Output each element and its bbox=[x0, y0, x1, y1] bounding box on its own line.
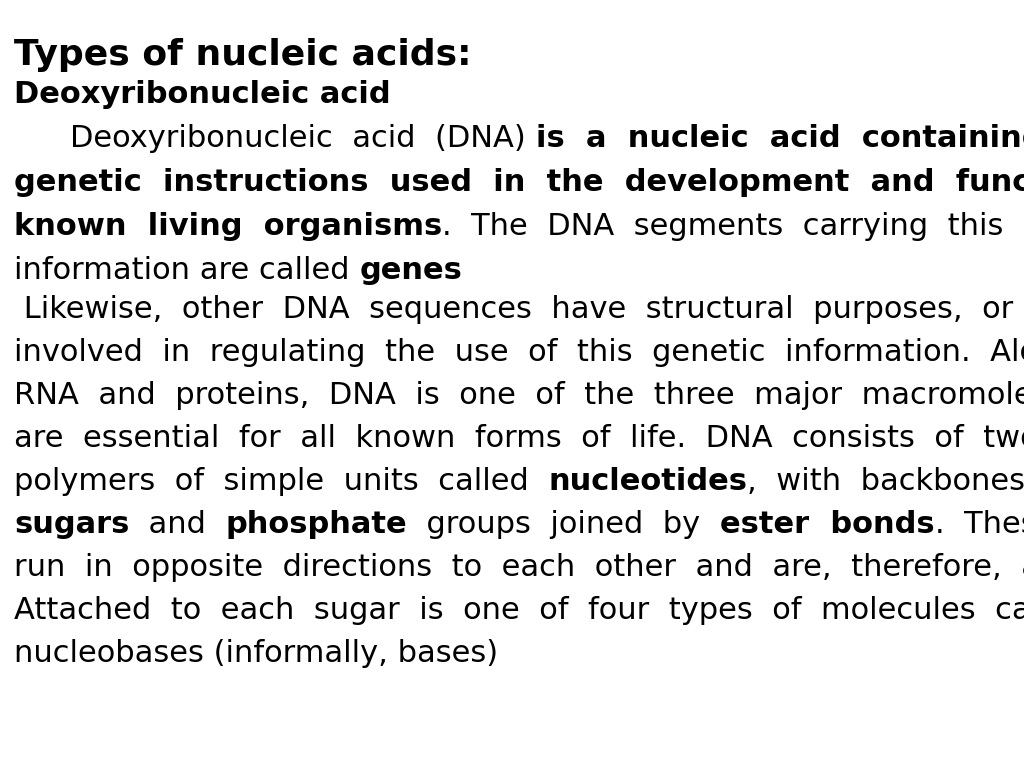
Text: is  a  nucleic  acid  containing  the: is a nucleic acid containing the bbox=[536, 124, 1024, 153]
Text: genetic  instructions  used  in  the  development  and  functioning  of  all: genetic instructions used in the develop… bbox=[14, 168, 1024, 197]
Text: run  in  opposite  directions  to  each  other  and  are,  therefore,  anti-para: run in opposite directions to each other… bbox=[14, 553, 1024, 582]
Text: RNA  and  proteins,  DNA  is  one  of  the  three  major  macromolecules  that: RNA and proteins, DNA is one of the thre… bbox=[14, 381, 1024, 410]
Text: nucleobases (informally, bases): nucleobases (informally, bases) bbox=[14, 639, 498, 668]
Text: ester  bonds: ester bonds bbox=[720, 510, 935, 539]
Text: genes: genes bbox=[359, 256, 462, 285]
Text: sugars: sugars bbox=[14, 510, 129, 539]
Text: Deoxyribonucleic  acid  (DNA): Deoxyribonucleic acid (DNA) bbox=[70, 124, 536, 153]
Text: .  The  DNA  segments  carrying  this  genetic: . The DNA segments carrying this genetic bbox=[442, 212, 1024, 241]
Text: information are called: information are called bbox=[14, 256, 359, 285]
Text: polymers  of  simple  units  called: polymers of simple units called bbox=[14, 467, 548, 496]
Text: nucleotides: nucleotides bbox=[548, 467, 748, 496]
Text: are  essential  for  all  known  forms  of  life.  DNA  consists  of  two  long: are essential for all known forms of lif… bbox=[14, 424, 1024, 453]
Text: and: and bbox=[129, 510, 225, 539]
Text: phosphate: phosphate bbox=[225, 510, 408, 539]
Text: Likewise,  other  DNA  sequences  have  structural  purposes,  or  are: Likewise, other DNA sequences have struc… bbox=[14, 295, 1024, 324]
Text: involved  in  regulating  the  use  of  this  genetic  information.  Along  with: involved in regulating the use of this g… bbox=[14, 338, 1024, 367]
Text: known  living  organisms: known living organisms bbox=[14, 212, 442, 241]
Text: Attached  to  each  sugar  is  one  of  four  types  of  molecules  called: Attached to each sugar is one of four ty… bbox=[14, 596, 1024, 625]
Text: groups  joined  by: groups joined by bbox=[408, 510, 720, 539]
Text: Types of nucleic acids:: Types of nucleic acids: bbox=[14, 38, 471, 72]
Text: Deoxyribonucleic acid: Deoxyribonucleic acid bbox=[14, 80, 390, 109]
Text: .  These  two  strands: . These two strands bbox=[935, 510, 1024, 539]
Text: ,  with  backbones  made  of: , with backbones made of bbox=[748, 467, 1024, 496]
